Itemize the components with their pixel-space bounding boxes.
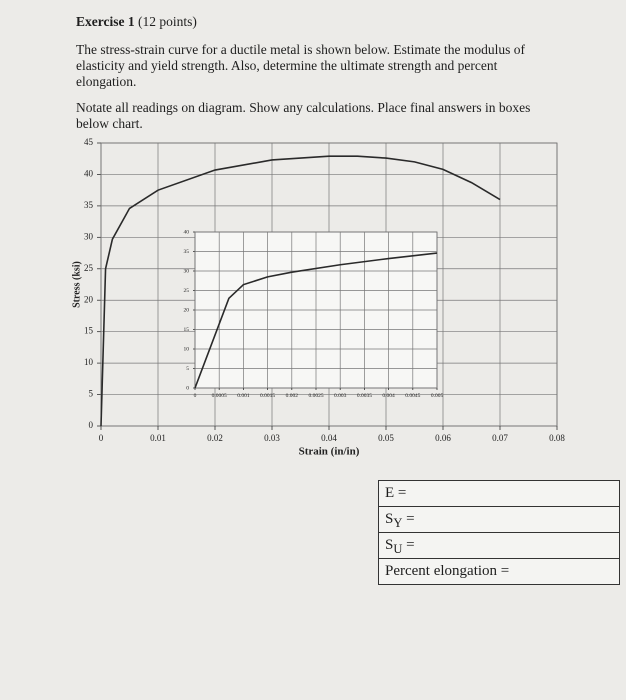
y-tick-label: 30 xyxy=(184,268,190,274)
y-tick-label: 10 xyxy=(184,346,190,352)
paragraph: Notate all readings on diagram. Show any… xyxy=(76,100,531,131)
y-tick-label: 10 xyxy=(84,357,94,367)
y-tick-label: 5 xyxy=(89,389,94,399)
x-tick-label: 0.04 xyxy=(321,433,337,443)
stress-strain-curve xyxy=(194,252,438,389)
symbol: Percent elongation xyxy=(385,563,498,579)
x-tick-label: 0.03 xyxy=(264,433,280,443)
y-tick-label: 35 xyxy=(84,200,94,210)
y-tick-label: 20 xyxy=(84,294,94,304)
x-tick-label: 0.05 xyxy=(378,433,394,443)
x-tick-label: 0.0035 xyxy=(357,393,372,399)
x-tick-label: 0.0015 xyxy=(260,393,275,399)
equals: = xyxy=(406,511,415,527)
y-tick-label: 40 xyxy=(84,169,94,179)
y-tick-label: 25 xyxy=(184,288,190,294)
x-tick-label: 0.06 xyxy=(435,433,451,443)
equals: = xyxy=(406,537,415,553)
y-tick-label: 40 xyxy=(184,229,190,235)
x-tick-label: 0.005 xyxy=(431,393,444,399)
x-tick-label: 0.0025 xyxy=(308,393,323,399)
symbol: S xyxy=(385,537,394,553)
y-tick-label: 0 xyxy=(186,385,189,391)
points: (12 points) xyxy=(137,14,197,29)
x-tick-label: 0.07 xyxy=(492,433,508,443)
answer-table: E = SY = SU = Percent elongation = xyxy=(378,480,620,585)
symbol: E xyxy=(385,485,395,501)
exercise-title: Exercise 1 xyxy=(76,14,135,29)
x-tick-label: 0.02 xyxy=(207,433,223,443)
y-tick-label: 20 xyxy=(184,307,190,313)
y-tick-label: 0 xyxy=(89,420,94,430)
y-tick-label: 15 xyxy=(184,327,190,333)
x-tick-label: 0.002 xyxy=(286,393,299,399)
y-axis-label: Stress (ksi) xyxy=(71,261,82,308)
x-tick-label: 0.08 xyxy=(549,433,565,443)
heading: Exercise 1 (12 points) xyxy=(76,14,556,30)
answer-row: SU = xyxy=(379,532,619,558)
equals: = xyxy=(500,563,510,579)
subscript: U xyxy=(393,542,403,556)
x-tick-label: 0.003 xyxy=(334,393,347,399)
y-tick-label: 45 xyxy=(84,137,94,147)
equals: = xyxy=(397,485,407,501)
paragraph: The stress-strain curve for a ductile me… xyxy=(76,42,526,89)
symbol: S xyxy=(385,511,394,527)
y-tick-label: 5 xyxy=(186,366,189,372)
subscript: Y xyxy=(393,516,403,530)
x-tick-label: 0.01 xyxy=(150,433,166,443)
x-tick-label: 0 xyxy=(99,433,104,443)
answer-row: Percent elongation = xyxy=(379,558,619,584)
x-tick-label: 0.0005 xyxy=(212,393,227,399)
y-tick-label: 30 xyxy=(84,231,94,241)
y-tick-label: 35 xyxy=(184,249,190,255)
stress-strain-curve xyxy=(100,155,501,427)
y-tick-label: 25 xyxy=(84,263,94,273)
y-tick-label: 15 xyxy=(84,326,94,336)
x-tick-label: 0.001 xyxy=(237,393,250,399)
x-tick-label: 0.0045 xyxy=(405,393,420,399)
chart: 0 5 10 15 20 25 30 35 40 45 0 0.01 0.02 0.03 0.04 0.05 0… xyxy=(71,137,565,458)
x-tick-label: 0 xyxy=(194,393,197,399)
answer-row: E = xyxy=(379,481,619,506)
x-axis-label: Strain (in/in) xyxy=(299,446,360,458)
x-tick-label: 0.004 xyxy=(382,393,395,399)
answer-row: SY = xyxy=(379,506,619,532)
